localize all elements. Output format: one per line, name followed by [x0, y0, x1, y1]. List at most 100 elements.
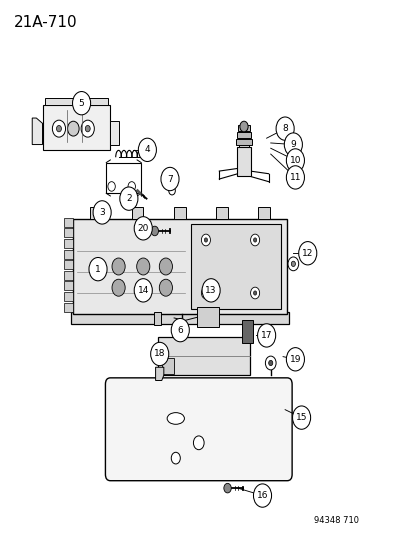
Polygon shape [155, 367, 164, 381]
Circle shape [161, 167, 178, 191]
FancyBboxPatch shape [105, 378, 292, 481]
Bar [73, 219, 287, 314]
Circle shape [151, 226, 158, 236]
Bar [153, 312, 161, 325]
Circle shape [286, 348, 304, 371]
Circle shape [136, 258, 150, 275]
Bar [236, 139, 251, 144]
Bar [64, 217, 73, 227]
Circle shape [193, 436, 204, 450]
Circle shape [159, 279, 172, 296]
Bar [190, 224, 280, 309]
Circle shape [178, 323, 185, 332]
Text: 15: 15 [295, 413, 306, 422]
Circle shape [268, 360, 272, 366]
Circle shape [292, 406, 310, 429]
Text: 4: 4 [144, 146, 150, 155]
Text: 12: 12 [301, 249, 313, 258]
Bar [106, 163, 141, 193]
Bar [71, 312, 289, 324]
Circle shape [201, 234, 210, 246]
Bar [161, 358, 174, 374]
Text: 1: 1 [95, 265, 101, 273]
Text: 2: 2 [126, 194, 131, 203]
Circle shape [169, 187, 175, 195]
Circle shape [89, 257, 107, 281]
Bar [64, 271, 73, 280]
Text: 14: 14 [137, 286, 149, 295]
Circle shape [253, 484, 271, 507]
Text: 18: 18 [154, 350, 165, 359]
Circle shape [134, 279, 152, 302]
Circle shape [286, 149, 304, 172]
Circle shape [253, 291, 256, 295]
Circle shape [284, 133, 301, 156]
Circle shape [56, 125, 61, 132]
Circle shape [67, 121, 79, 136]
Circle shape [265, 356, 275, 370]
Bar [64, 281, 73, 290]
Circle shape [134, 216, 152, 240]
Bar [64, 249, 73, 259]
Bar [64, 228, 73, 237]
Text: 10: 10 [289, 156, 300, 165]
Circle shape [138, 138, 156, 161]
Bar [237, 125, 249, 131]
Text: 16: 16 [256, 491, 268, 500]
Circle shape [257, 324, 275, 347]
Polygon shape [32, 118, 43, 144]
Bar [216, 207, 227, 219]
Bar [258, 207, 269, 219]
Circle shape [250, 234, 259, 246]
Text: 6: 6 [177, 326, 183, 335]
Circle shape [253, 238, 256, 242]
Bar [64, 260, 73, 269]
Bar [157, 337, 249, 375]
Circle shape [136, 279, 150, 296]
Circle shape [204, 238, 207, 242]
Text: 94348 710: 94348 710 [313, 516, 358, 525]
Text: 17: 17 [260, 331, 272, 340]
Circle shape [81, 120, 94, 137]
Circle shape [286, 166, 304, 189]
Circle shape [201, 287, 210, 299]
Text: 5: 5 [78, 99, 84, 108]
Polygon shape [110, 120, 118, 144]
Circle shape [85, 125, 90, 132]
Text: 11: 11 [289, 173, 300, 182]
Ellipse shape [167, 413, 184, 424]
Circle shape [298, 241, 316, 265]
Bar [237, 132, 250, 138]
Bar [90, 207, 101, 219]
Circle shape [159, 258, 172, 275]
Circle shape [72, 92, 90, 115]
Circle shape [275, 117, 294, 140]
Circle shape [223, 483, 231, 493]
Bar [236, 147, 251, 176]
Circle shape [250, 287, 259, 299]
Circle shape [239, 121, 247, 132]
Bar [238, 143, 248, 147]
Circle shape [291, 261, 295, 266]
Text: 8: 8 [282, 124, 287, 133]
Circle shape [52, 120, 65, 137]
Bar [174, 207, 185, 219]
Circle shape [112, 258, 125, 275]
Circle shape [150, 342, 169, 366]
Bar [64, 292, 73, 301]
Bar [132, 207, 143, 219]
Bar [241, 319, 253, 343]
Circle shape [108, 182, 115, 191]
Circle shape [204, 291, 207, 295]
Bar [196, 308, 219, 327]
Text: 13: 13 [205, 286, 216, 295]
Circle shape [119, 187, 138, 211]
Bar [43, 105, 110, 150]
Text: 20: 20 [137, 224, 149, 233]
Circle shape [128, 182, 135, 191]
Bar [64, 303, 73, 312]
Circle shape [202, 279, 220, 302]
Circle shape [171, 453, 180, 464]
Bar [45, 99, 108, 105]
Text: 9: 9 [290, 140, 296, 149]
